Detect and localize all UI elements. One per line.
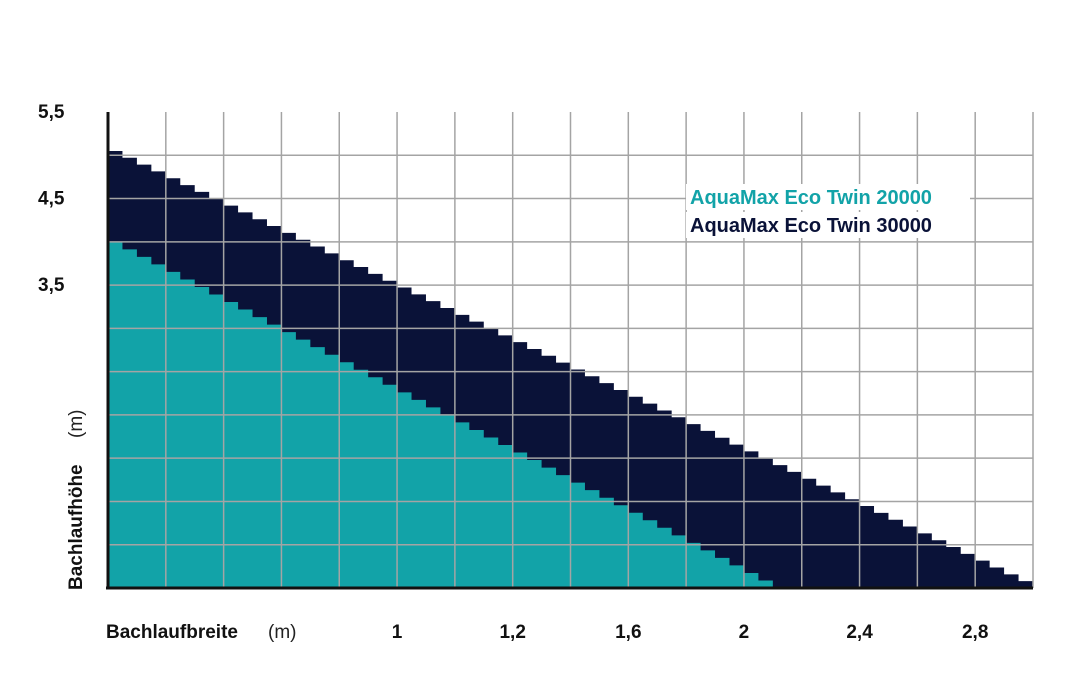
axes bbox=[106, 112, 1033, 590]
legend: AquaMax Eco Twin 20000 AquaMax Eco Twin 3… bbox=[686, 184, 970, 238]
x-axis-unit: (m) bbox=[268, 622, 296, 643]
y-axis-unit: (m) bbox=[66, 410, 87, 438]
x-axis-title: Bachlaufbreite bbox=[106, 622, 238, 643]
legend-bg-aquamax-eco-twin-20000 bbox=[686, 184, 970, 210]
x-tick-label: 2,4 bbox=[846, 622, 873, 643]
x-tick-label: 2 bbox=[739, 622, 750, 643]
x-tick-label: 1,2 bbox=[499, 622, 525, 643]
x-tick-label: 2,8 bbox=[962, 622, 988, 643]
y-axis-title-group: Bachlaufhöhe (m) bbox=[66, 410, 87, 590]
y-tick-label: 5,5 bbox=[38, 102, 65, 123]
x-tick-labels: 1 1,2 1,6 2 2,4 2,8 bbox=[392, 622, 989, 643]
y-tick-label: 4,5 bbox=[38, 189, 65, 210]
legend-bg-aquamax-eco-twin-30000 bbox=[686, 212, 970, 238]
y-tick-label: 3,5 bbox=[38, 275, 65, 296]
x-tick-label: 1,6 bbox=[615, 622, 641, 643]
legend-label-aquamax-eco-twin-30000: AquaMax Eco Twin 30000 bbox=[690, 215, 932, 237]
y-axis-title: Bachlaufhöhe bbox=[66, 464, 87, 590]
x-tick-label: 1 bbox=[392, 622, 403, 643]
y-tick-labels: 3,5 4,5 5,5 bbox=[38, 102, 65, 296]
legend-label-aquamax-eco-twin-20000: AquaMax Eco Twin 20000 bbox=[690, 187, 932, 209]
